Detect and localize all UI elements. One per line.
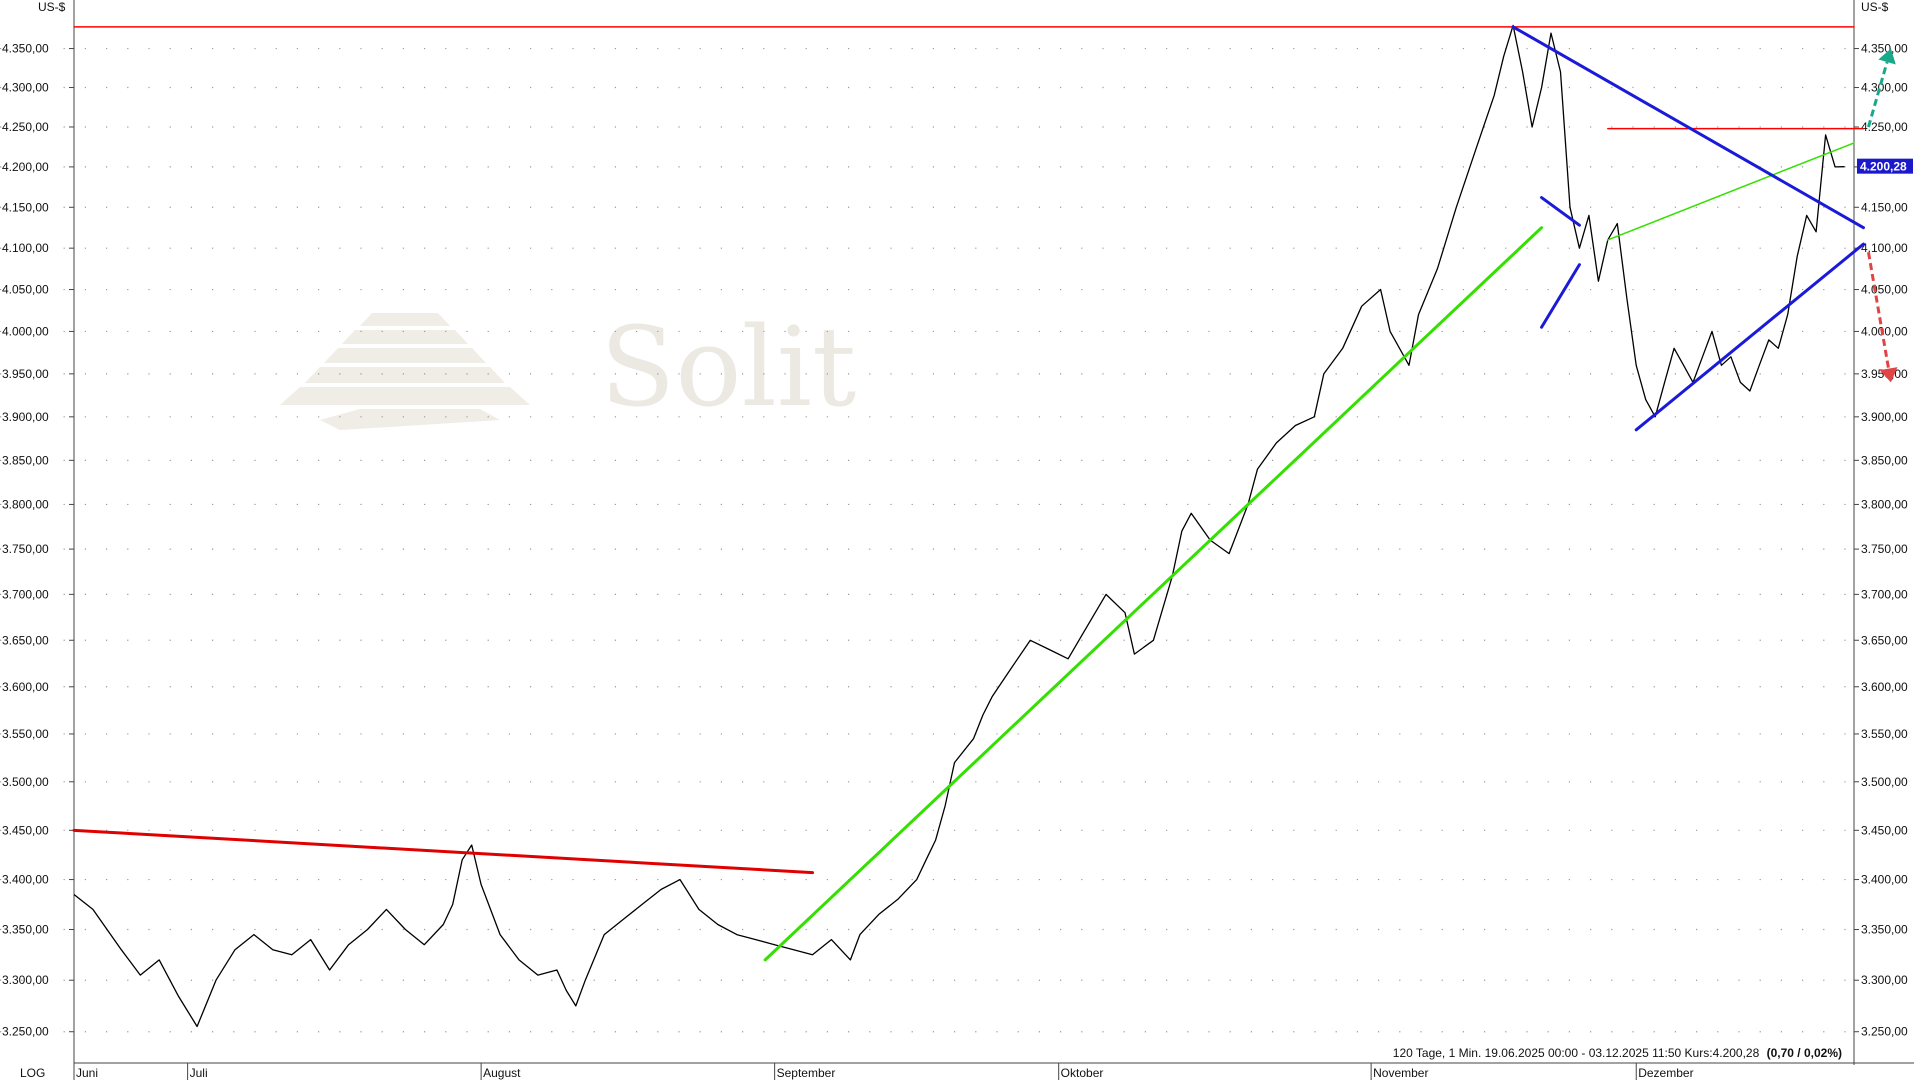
grid-dots (0, 47, 1854, 1033)
y-tick-label-left: 4.350,00 (2, 42, 49, 56)
y-tick-label-left: 3.800,00 (2, 497, 49, 511)
y-tick-label-left: 3.900,00 (2, 410, 49, 424)
y-tick-label-left: 3.700,00 (2, 587, 49, 601)
arrow-down-icon (1866, 252, 1898, 383)
trendline (763, 226, 1544, 962)
y-tick-label-left: 3.550,00 (2, 727, 49, 741)
arrow-up-icon (1867, 48, 1896, 128)
y-tick-label-left: 3.750,00 (2, 542, 49, 556)
y-tick-label-left: 4.200,00 (2, 160, 49, 174)
y-tick-label-right: 3.350,00 (1861, 923, 1908, 937)
last-value-tag: 4.200,28 (1857, 158, 1913, 174)
y-tick-label-left: 3.300,00 (2, 973, 49, 987)
y-tick-label-right: 3.450,00 (1861, 823, 1908, 837)
x-tick-label: Juli (190, 1066, 208, 1080)
y-tick-label-left: 3.400,00 (2, 873, 49, 887)
trendline (1634, 242, 1865, 432)
scenario-arrows (1866, 48, 1898, 383)
y-tick-label-left: 3.350,00 (2, 923, 49, 937)
y-tick-label-right: 3.500,00 (1861, 775, 1908, 789)
trendline (1511, 25, 1865, 230)
footer-text: 120 Tage, 1 Min. 19.06.2025 00:00 - 03.1… (1393, 1046, 1760, 1060)
y-axis-ticks: 3.250,00 3.250,00 3.300,00 3.300,00 3.350,00… (2, 42, 1908, 1039)
y-tick-label-right: 4.000,00 (1861, 324, 1908, 338)
left-currency-label: US-$ (38, 0, 66, 14)
x-axis-months: Juni Juli August September Oktober November De… (73, 1063, 1694, 1080)
x-tick-label: November (1373, 1066, 1428, 1080)
y-tick-label-left: 4.300,00 (2, 81, 49, 95)
footer-info: 120 Tage, 1 Min. 19.06.2025 00:00 - 03.1… (1393, 1046, 1842, 1060)
y-tick-label-right: 3.250,00 (1861, 1025, 1908, 1039)
x-tick-label: September (777, 1066, 836, 1080)
y-tick-label-left: 4.000,00 (2, 324, 49, 338)
trendline (1540, 263, 1581, 329)
y-tick-label-right: 4.300,00 (1861, 81, 1908, 95)
y-tick-label-right: 4.050,00 (1861, 283, 1908, 297)
x-tick-label: Oktober (1061, 1066, 1104, 1080)
price-series-line (73, 24, 1845, 1028)
trendline (1607, 142, 1855, 241)
last-value-label: 4.200,28 (1860, 160, 1907, 174)
y-tick-label-left: 3.500,00 (2, 775, 49, 789)
y-tick-label-left: 3.950,00 (2, 367, 49, 381)
footer-text-line: 120 Tage, 1 Min. 19.06.2025 00:00 - 03.1… (1393, 1046, 1842, 1060)
pyramid-logo-icon (280, 313, 530, 430)
y-tick-label-right: 3.600,00 (1861, 680, 1908, 694)
y-tick-label-right: 3.850,00 (1861, 453, 1908, 467)
y-tick-label-right: 3.400,00 (1861, 873, 1908, 887)
y-tick-label-left: 4.100,00 (2, 241, 49, 255)
y-tick-label-left: 3.600,00 (2, 680, 49, 694)
y-tick-label-right: 3.550,00 (1861, 727, 1908, 741)
y-tick-label-right: 4.100,00 (1861, 241, 1908, 255)
y-tick-label-left: 3.450,00 (2, 823, 49, 837)
x-tick-label: Juni (76, 1066, 98, 1080)
right-currency-label: US-$ (1861, 0, 1889, 14)
trendlines (72, 25, 1865, 962)
trendline (72, 828, 815, 875)
y-tick-label-right: 3.650,00 (1861, 633, 1908, 647)
y-tick-label-left: 4.150,00 (2, 200, 49, 214)
y-tick-label-left: 4.050,00 (2, 283, 49, 297)
y-tick-label-left: 3.250,00 (2, 1025, 49, 1039)
y-tick-label-right: 3.300,00 (1861, 973, 1908, 987)
y-tick-label-right: 3.900,00 (1861, 410, 1908, 424)
y-tick-label-right: 3.700,00 (1861, 587, 1908, 601)
y-tick-label-right: 3.750,00 (1861, 542, 1908, 556)
y-tick-label-left: 3.650,00 (2, 633, 49, 647)
y-tick-label-left: 4.250,00 (2, 120, 49, 134)
solit-watermark: Solit (280, 303, 856, 431)
y-tick-label-right: 4.350,00 (1861, 42, 1908, 56)
y-tick-label-right: 4.250,00 (1861, 120, 1908, 134)
y-tick-label-right: 4.150,00 (1861, 200, 1908, 214)
watermark-text: Solit (600, 303, 856, 431)
y-tick-label-left: 3.850,00 (2, 453, 49, 467)
x-tick-label: Dezember (1638, 1066, 1693, 1080)
y-tick-label-right: 3.800,00 (1861, 497, 1908, 511)
footer-change: (0,70 / 0,02%) (1767, 1046, 1842, 1060)
x-tick-label: August (483, 1066, 521, 1080)
log-scale-label: LOG (20, 1066, 45, 1080)
trendline (1540, 196, 1581, 227)
